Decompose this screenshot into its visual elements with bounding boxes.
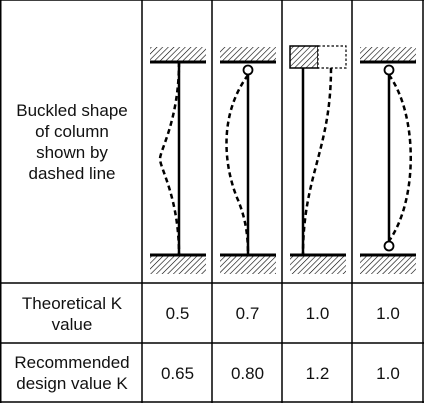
header-line: dashed line — [29, 163, 116, 184]
buckled-shape — [389, 75, 411, 241]
buckled-shape — [303, 68, 331, 255]
bottom-fixed-support — [360, 256, 416, 274]
bottom-fixed-support — [290, 256, 346, 274]
bottom-pin — [385, 242, 394, 251]
top-sway-block-displaced — [318, 46, 346, 68]
top-pin — [244, 66, 253, 75]
bottom-fixed-support — [220, 256, 276, 274]
bottom-fixed-support — [150, 256, 206, 274]
header-line: Theoretical K — [22, 293, 122, 314]
column-diagram-fixed-pinned — [220, 47, 276, 274]
header-line: design value K — [16, 373, 128, 394]
buckled-shape — [226, 75, 248, 255]
header-line: value — [52, 314, 93, 335]
top-fixed-support — [220, 47, 276, 61]
top-sway-block — [290, 46, 318, 68]
column-diagram-fixed-fixed — [150, 47, 206, 274]
column-diagram-fixed-free — [290, 46, 346, 274]
top-pin — [385, 66, 394, 75]
top-fixed-support — [150, 47, 206, 61]
row-header-recommended: Recommended design value K — [2, 344, 142, 402]
recommended-k-fixed-free: 1.2 — [283, 344, 352, 402]
row-header-theoretical: Theoretical K value — [2, 284, 142, 343]
row-header-shape: Buckled shape of column shown by dashed … — [2, 0, 142, 283]
header-line: Buckled shape — [16, 100, 128, 121]
recommended-k-fixed-fixed: 0.65 — [143, 344, 212, 402]
theoretical-k-fixed-pinned: 0.7 — [213, 284, 282, 343]
header-line: of column — [35, 121, 109, 142]
recommended-k-pinned-pinned: 1.0 — [353, 344, 423, 402]
header-line: Recommended — [14, 352, 129, 373]
theoretical-k-fixed-free: 1.0 — [283, 284, 352, 343]
recommended-k-fixed-pinned: 0.80 — [213, 344, 282, 402]
buckled-shape — [160, 62, 179, 255]
top-fixed-support — [360, 47, 416, 61]
column-diagram-pinned-pinned — [360, 47, 416, 274]
header-line: shown by — [36, 142, 108, 163]
theoretical-k-fixed-fixed: 0.5 — [143, 284, 212, 343]
theoretical-k-pinned-pinned: 1.0 — [353, 284, 423, 343]
